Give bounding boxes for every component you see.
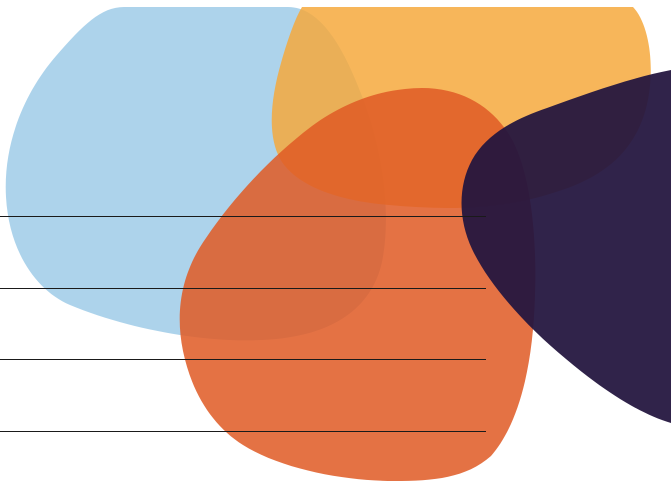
rule-line-4 [0, 431, 486, 432]
orange-blob [179, 87, 536, 482]
rule-line-3 [0, 359, 486, 360]
navy-blob [461, 70, 671, 423]
rule-line-1 [0, 216, 486, 217]
rule-line-2 [0, 288, 486, 289]
